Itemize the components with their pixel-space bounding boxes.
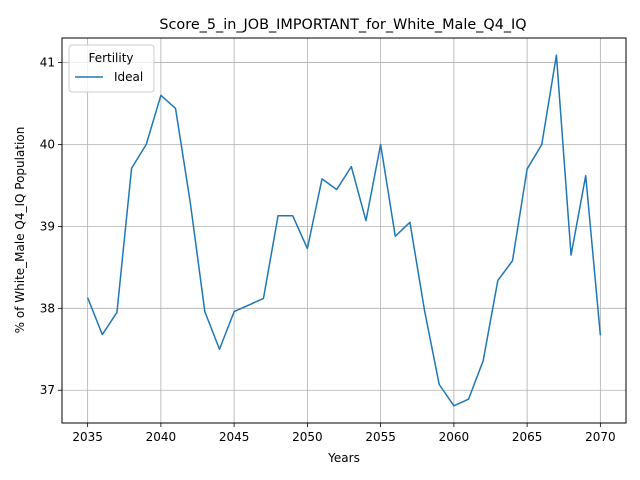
y-tick-label: 41: [40, 56, 55, 70]
x-axis-label: Years: [327, 451, 360, 465]
x-tick-label: 2040: [146, 430, 177, 444]
x-tick-label: 2035: [72, 430, 103, 444]
x-tick-label: 2045: [219, 430, 250, 444]
y-tick-label: 37: [40, 383, 55, 397]
x-tick-label: 2055: [365, 430, 396, 444]
x-tick-label: 2065: [512, 430, 543, 444]
y-tick-label: 39: [40, 219, 55, 233]
legend-label-ideal: Ideal: [114, 70, 143, 84]
x-tick-label: 2070: [585, 430, 616, 444]
y-axis-label: % of White_Male Q4_IQ Population: [13, 127, 27, 334]
legend: Fertility Ideal: [69, 45, 154, 92]
legend-title: Fertility: [88, 51, 133, 65]
y-tick-label: 40: [40, 137, 55, 151]
y-tick-label: 38: [40, 301, 55, 315]
x-tick-label: 2060: [439, 430, 470, 444]
x-tick-label: 2050: [292, 430, 323, 444]
chart-title: Score_5_in_JOB_IMPORTANT_for_White_Male_…: [159, 17, 526, 33]
